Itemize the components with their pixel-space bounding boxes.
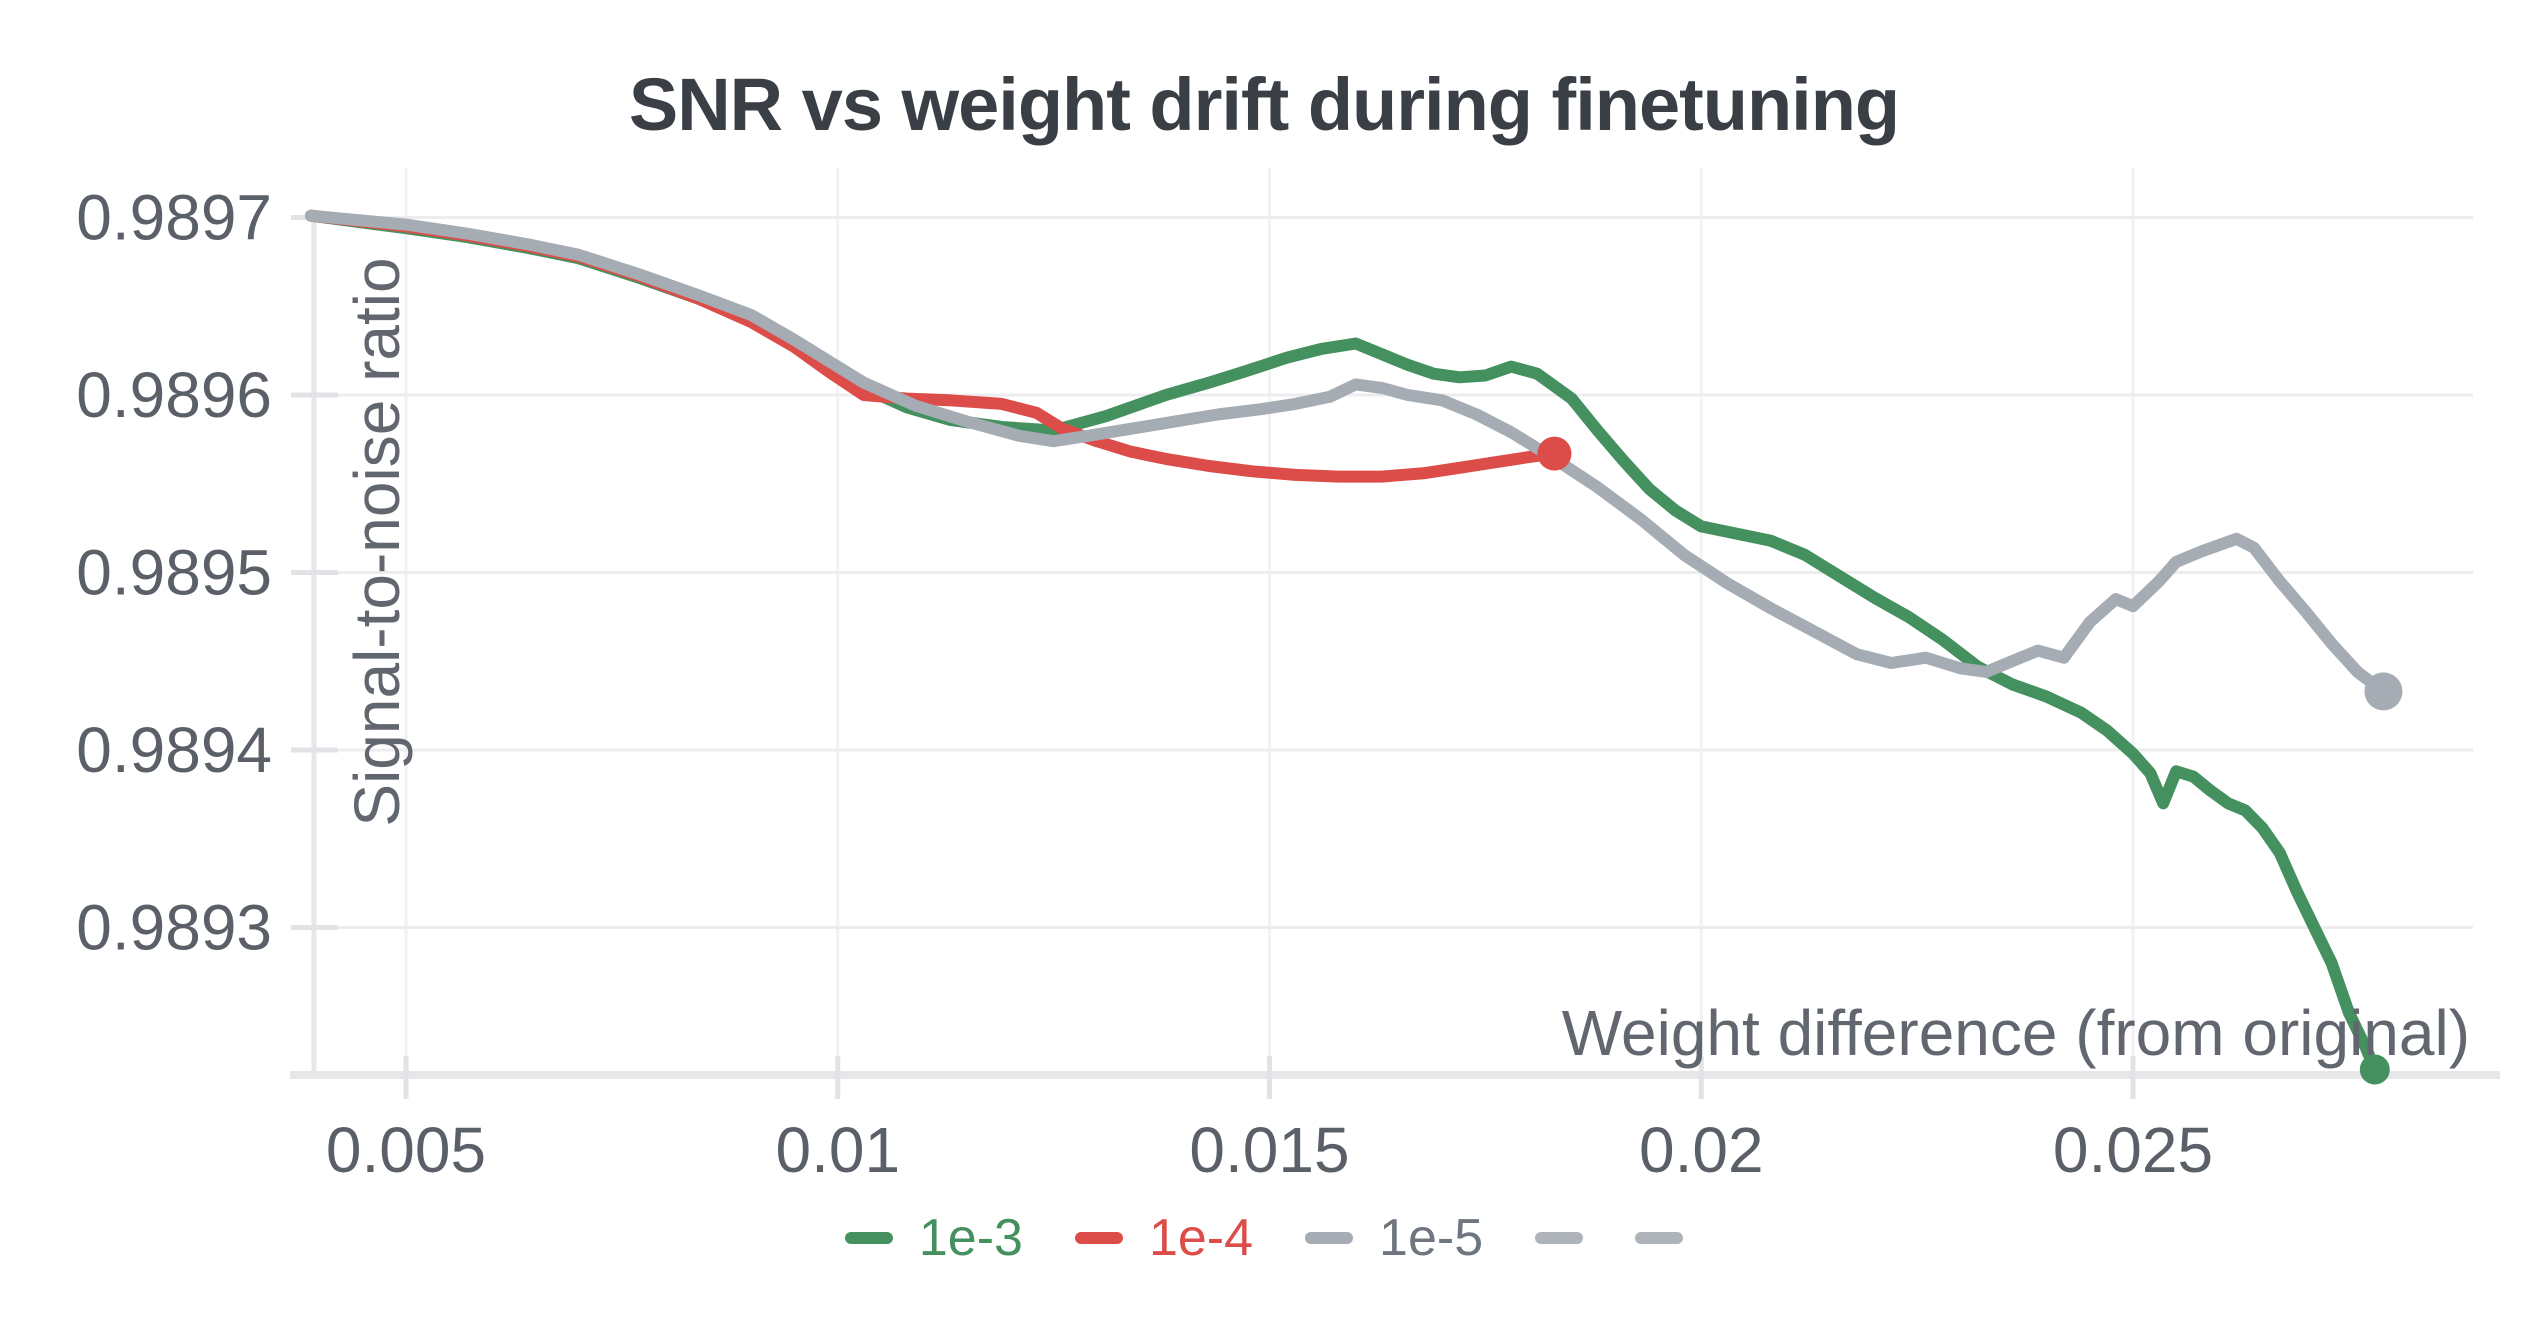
y-axis-label: Signal-to-noise ratio [341, 257, 413, 827]
chart-title: SNR vs weight drift during finetuning [628, 63, 1900, 146]
x-axis-label: Weight difference (from original) [1561, 997, 2470, 1069]
series-end-dot-1e-5 [2364, 672, 2403, 711]
y-tick-label: 0.9896 [76, 359, 272, 431]
legend-label: 1e-5 [1379, 1209, 1484, 1267]
legend-item-blank-3 [1535, 1232, 1584, 1244]
legend-item-1e-4: 1e-4 [1074, 1208, 1254, 1268]
legend: 1e-3 1e-4 1e-5 [0, 1208, 2528, 1268]
series-line-1e-5 [305, 209, 2390, 698]
y-tick-label: 0.9893 [76, 892, 272, 964]
x-tick-label: 0.025 [2053, 1114, 2213, 1186]
y-tick-label: 0.9897 [76, 182, 272, 254]
legend-item-blank-4 [1635, 1232, 1684, 1244]
legend-label: 1e-3 [918, 1209, 1023, 1267]
x-tick-label: 0.01 [775, 1114, 900, 1186]
y-tick-label: 0.9894 [76, 714, 272, 786]
x-tick-label: 0.02 [1639, 1114, 1764, 1186]
legend-swatch-icon [844, 1232, 893, 1244]
legend-swatch-icon [1305, 1232, 1354, 1244]
series-line-1e-3 [305, 209, 2381, 1076]
x-tick-label: 0.005 [326, 1114, 486, 1186]
legend-item-1e-3: 1e-3 [844, 1208, 1023, 1268]
legend-swatch-icon [1074, 1232, 1123, 1244]
legend-item-1e-5: 1e-5 [1305, 1208, 1483, 1268]
legend-swatch-icon [1535, 1232, 1584, 1244]
series-end-dot-1e-3 [2359, 1054, 2390, 1085]
y-tick-label: 0.9895 [76, 537, 272, 609]
series-end-dot-1e-4 [1537, 436, 1572, 471]
x-tick-label: 0.015 [1189, 1114, 1349, 1186]
legend-swatch-icon [1635, 1232, 1684, 1244]
legend-label: 1e-4 [1148, 1209, 1254, 1267]
